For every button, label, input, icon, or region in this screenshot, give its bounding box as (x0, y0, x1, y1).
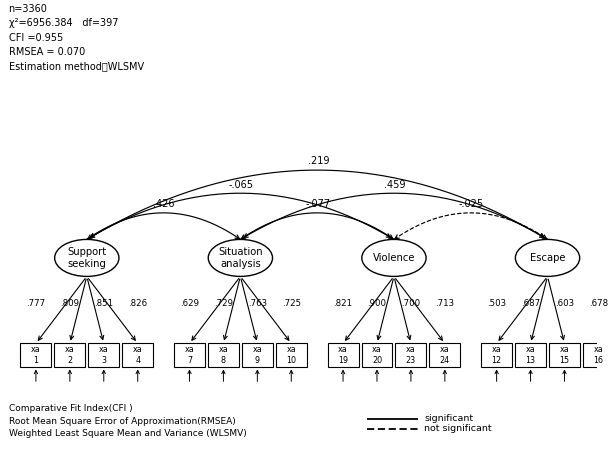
Text: xa
20: xa 20 (372, 345, 382, 365)
FancyBboxPatch shape (362, 344, 392, 366)
Text: xa
8: xa 8 (219, 345, 228, 365)
Text: .729: .729 (214, 299, 233, 308)
Text: .777: .777 (26, 299, 46, 308)
Text: not significant: not significant (424, 425, 491, 433)
Text: Situation
analysis: Situation analysis (218, 247, 262, 269)
Text: xa
12: xa 12 (491, 345, 502, 365)
Text: xa
24: xa 24 (440, 345, 450, 365)
FancyBboxPatch shape (395, 344, 426, 366)
Text: -.025: -.025 (459, 199, 484, 209)
FancyBboxPatch shape (54, 344, 85, 366)
Text: .219: .219 (308, 156, 329, 166)
Ellipse shape (208, 239, 272, 276)
Text: .678: .678 (589, 299, 608, 308)
FancyBboxPatch shape (583, 344, 609, 366)
FancyBboxPatch shape (122, 344, 153, 366)
Text: xa
3: xa 3 (99, 345, 108, 365)
Ellipse shape (362, 239, 426, 276)
Text: xa
7: xa 7 (185, 345, 194, 365)
FancyBboxPatch shape (549, 344, 580, 366)
Text: xa
1: xa 1 (31, 345, 41, 365)
Text: .900: .900 (367, 299, 387, 308)
Text: xa
16: xa 16 (593, 345, 604, 365)
Text: .851: .851 (94, 299, 113, 308)
Text: xa
23: xa 23 (406, 345, 416, 365)
FancyBboxPatch shape (88, 344, 119, 366)
Text: Violence: Violence (373, 253, 415, 263)
FancyBboxPatch shape (208, 344, 239, 366)
Text: Support
seeking: Support seeking (67, 247, 107, 269)
Text: Comparative Fit Index(CFI )
Root Mean Square Error of Approximation(RMSEA)
Weigh: Comparative Fit Index(CFI ) Root Mean Sq… (9, 404, 246, 438)
Text: xa
15: xa 15 (560, 345, 569, 365)
Text: .809: .809 (60, 299, 79, 308)
FancyBboxPatch shape (276, 344, 307, 366)
Text: .503: .503 (487, 299, 506, 308)
Text: .763: .763 (248, 299, 267, 308)
FancyBboxPatch shape (515, 344, 546, 366)
Text: xa
10: xa 10 (286, 345, 296, 365)
Text: .826: .826 (128, 299, 147, 308)
Text: significant: significant (424, 414, 473, 423)
Ellipse shape (55, 239, 119, 276)
Text: xa
4: xa 4 (133, 345, 143, 365)
Text: .713: .713 (435, 299, 454, 308)
FancyBboxPatch shape (429, 344, 460, 366)
Text: n=3360
χ²=6956.384  df=397
CFI =0.955
RMSEA = 0.070
Estimation method：WLSMV: n=3360 χ²=6956.384 df=397 CFI =0.955 RMS… (9, 4, 144, 71)
FancyBboxPatch shape (481, 344, 512, 366)
Text: -.077: -.077 (305, 199, 330, 209)
FancyBboxPatch shape (21, 344, 51, 366)
Text: xa
2: xa 2 (65, 345, 75, 365)
Text: -.065: -.065 (229, 179, 254, 190)
FancyBboxPatch shape (242, 344, 273, 366)
Text: .459: .459 (384, 179, 406, 190)
FancyBboxPatch shape (328, 344, 359, 366)
Text: .629: .629 (180, 299, 199, 308)
Text: .700: .700 (401, 299, 420, 308)
Text: .725: .725 (282, 299, 301, 308)
Ellipse shape (515, 239, 580, 276)
Text: .821: .821 (334, 299, 353, 308)
Text: xa
19: xa 19 (338, 345, 348, 365)
Text: .426: .426 (153, 199, 175, 209)
Text: xa
13: xa 13 (526, 345, 535, 365)
FancyBboxPatch shape (174, 344, 205, 366)
Text: .603: .603 (555, 299, 574, 308)
Text: Escape: Escape (530, 253, 565, 263)
Text: .687: .687 (521, 299, 540, 308)
Text: xa
9: xa 9 (253, 345, 262, 365)
